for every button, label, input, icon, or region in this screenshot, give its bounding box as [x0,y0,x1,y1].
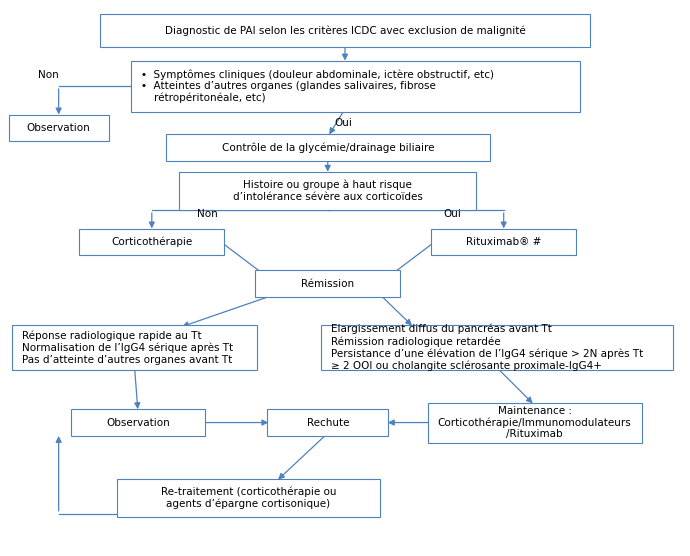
FancyBboxPatch shape [79,229,224,255]
Text: Rémission: Rémission [302,279,354,289]
Text: Diagnostic de PAI selon les critères ICDC avec exclusion de malignité: Diagnostic de PAI selon les critères ICD… [165,26,525,36]
Text: Non: Non [38,70,59,80]
FancyBboxPatch shape [267,409,388,436]
FancyBboxPatch shape [179,172,476,210]
Text: •  Symptômes cliniques (douleur abdominale, ictère obstructif, etc)
•  Atteintes: • Symptômes cliniques (douleur abdominal… [141,69,495,103]
Text: Observation: Observation [106,418,170,428]
Text: Non: Non [197,208,217,219]
FancyBboxPatch shape [100,14,590,47]
Text: Histoire ou groupe à haut risque
d’intolérance sévère aux corticoïdes: Histoire ou groupe à haut risque d’intol… [233,180,423,202]
FancyBboxPatch shape [8,115,109,141]
FancyBboxPatch shape [71,409,206,436]
Text: Corticothérapie: Corticothérapie [111,237,193,247]
FancyBboxPatch shape [117,479,380,517]
Text: Réponse radiologique rapide au Tt
Normalisation de l’IgG4 sérique après Tt
Pas d: Réponse radiologique rapide au Tt Normal… [23,330,233,365]
Text: Rituximab® #: Rituximab® # [466,237,542,247]
Text: Maintenance :
Corticothérapie/Immunomodulateurs
/Rituximab: Maintenance : Corticothérapie/Immunomodu… [438,406,631,439]
Text: Oui: Oui [335,118,353,128]
Text: Re-traitement (corticothérapie ou
agents d’épargne cortisonique): Re-traitement (corticothérapie ou agents… [161,486,336,509]
FancyBboxPatch shape [12,325,257,370]
FancyBboxPatch shape [428,403,642,443]
Text: Elargissement diffus du pancréas avant Tt
Rémission radiologique retardée
Persis: Elargissement diffus du pancréas avant T… [331,324,644,371]
FancyBboxPatch shape [431,229,576,255]
FancyBboxPatch shape [131,61,580,112]
Text: Rechute: Rechute [306,418,349,428]
Text: Contrôle de la glycémie/drainage biliaire: Contrôle de la glycémie/drainage biliair… [221,142,434,152]
FancyBboxPatch shape [321,325,673,370]
Text: Oui: Oui [443,208,461,219]
Text: Observation: Observation [27,123,90,133]
FancyBboxPatch shape [255,270,400,297]
FancyBboxPatch shape [166,134,490,161]
